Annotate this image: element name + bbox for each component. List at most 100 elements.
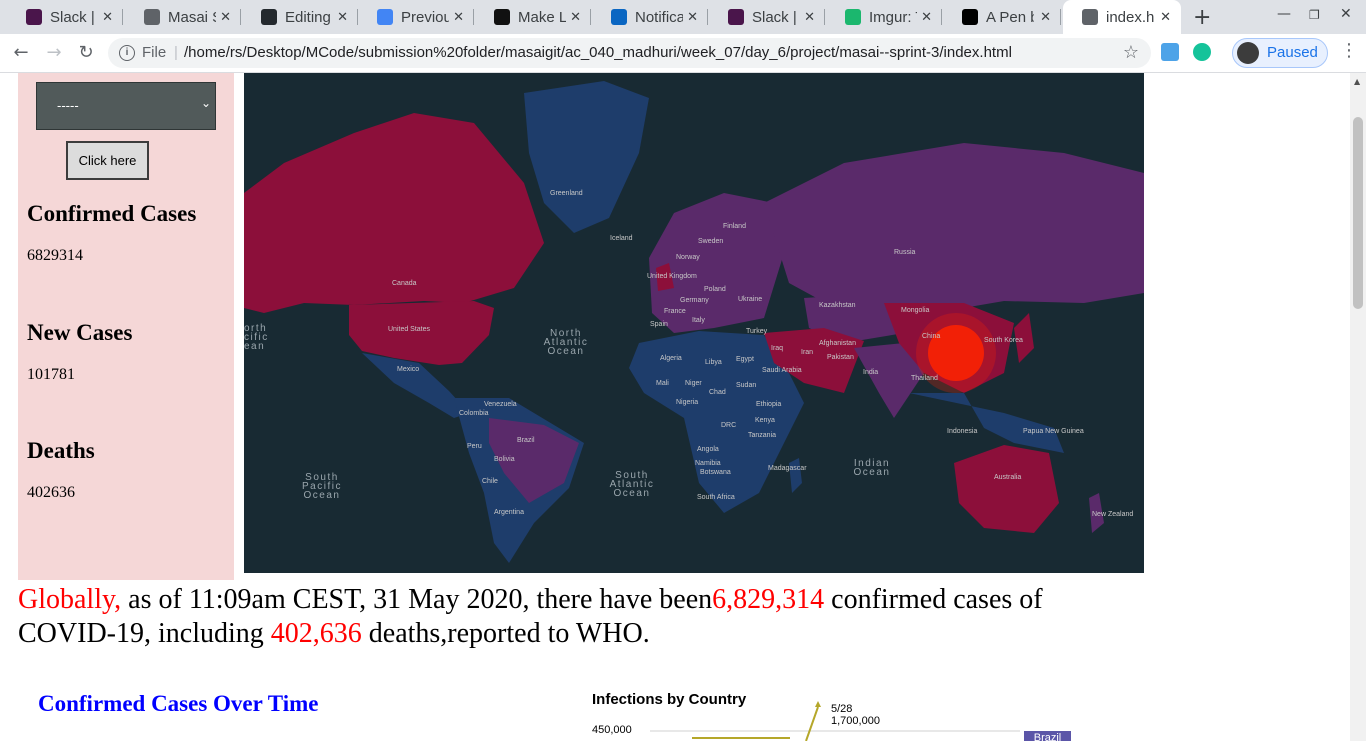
browser-tab[interactable]: Make Le ✕ bbox=[475, 0, 591, 34]
tab-title: Editing bbox=[285, 8, 331, 26]
global-summary: Globally, as of 11:09am CEST, 31 May 202… bbox=[18, 583, 1138, 651]
address-bar[interactable]: i File | /home/rs/Desktop/MCode/submissi… bbox=[108, 38, 1151, 68]
map-label-russia: Russia bbox=[894, 249, 916, 256]
country-select[interactable]: ----- ⌄ bbox=[36, 82, 216, 130]
infections-chart-title: Infections by Country bbox=[592, 691, 747, 708]
select-value: ----- bbox=[57, 98, 79, 113]
tab-title: Notifica bbox=[635, 8, 683, 26]
browser-tab[interactable]: Notifica ✕ bbox=[592, 0, 708, 34]
close-tab-icon[interactable]: ✕ bbox=[921, 9, 932, 24]
map-label-indonesia: Indonesia bbox=[947, 428, 977, 435]
map-label-india: India bbox=[863, 369, 878, 376]
tab-separator bbox=[824, 9, 825, 25]
map-label-iceland: Iceland bbox=[610, 235, 633, 242]
map-label-italy: Italy bbox=[692, 317, 705, 324]
europe-shape bbox=[649, 193, 784, 333]
tab-title: Slack | T bbox=[752, 8, 800, 26]
back-icon[interactable]: ← bbox=[13, 42, 29, 63]
bookmark-star-icon[interactable]: ☆ bbox=[1122, 42, 1139, 63]
scrollbar-thumb[interactable] bbox=[1353, 117, 1363, 309]
profile-button[interactable]: Paused bbox=[1232, 38, 1328, 68]
usa-shape bbox=[349, 301, 494, 365]
close-tab-icon[interactable]: ✕ bbox=[687, 9, 698, 24]
ocean-label-s-pacific: Pacific bbox=[302, 481, 342, 492]
ocean-label-s-atlantic: Ocean bbox=[614, 488, 651, 499]
click-here-button[interactable]: Click here bbox=[66, 141, 149, 180]
map-label-algeria: Algeria bbox=[660, 355, 682, 362]
map-label-norway: Norway bbox=[676, 254, 700, 261]
scroll-up-icon[interactable]: ▲ bbox=[1354, 77, 1361, 86]
tab-separator bbox=[473, 9, 474, 25]
address-divider: | bbox=[174, 44, 178, 61]
info-icon[interactable]: i bbox=[119, 45, 135, 61]
map-label-ukraine: Ukraine bbox=[738, 296, 762, 303]
map-label-spain: Spain bbox=[650, 321, 668, 328]
map-label-botswana: Botswana bbox=[700, 469, 731, 476]
ocean-label-s-atlantic: South bbox=[615, 470, 649, 481]
browser-tab[interactable]: Slack | T ✕ bbox=[709, 0, 825, 34]
tab-separator bbox=[240, 9, 241, 25]
russia-shape bbox=[764, 143, 1144, 313]
map-label-kenya: Kenya bbox=[755, 417, 775, 424]
infections-annotation: 5/28 1,700,000 bbox=[831, 703, 880, 727]
africa-shape bbox=[629, 331, 804, 513]
grammarly-icon[interactable] bbox=[1193, 43, 1211, 61]
map-label-argentina: Argentina bbox=[494, 509, 524, 516]
url-text[interactable]: /home/rs/Desktop/MCode/submission%20fold… bbox=[184, 44, 1012, 61]
ocean-label-s-pacific: South bbox=[305, 472, 339, 483]
close-tab-icon[interactable]: ✕ bbox=[1160, 9, 1171, 24]
tab-strip: Slack | A✕Masai Sc✕Editing✕Previou✕Make … bbox=[0, 0, 1366, 34]
close-window-icon[interactable]: ✕ bbox=[1340, 6, 1352, 22]
map-label-namibia: Namibia bbox=[695, 460, 721, 467]
hotspot-ring bbox=[916, 313, 996, 393]
browser-tab[interactable]: Previou ✕ bbox=[358, 0, 474, 34]
map-label-uk: United Kingdom bbox=[647, 273, 697, 280]
map-label-libya: Libya bbox=[705, 359, 722, 366]
close-tab-icon[interactable]: ✕ bbox=[1040, 9, 1051, 24]
se-asia-shape bbox=[909, 393, 1064, 453]
nz-shape bbox=[1089, 493, 1104, 533]
browser-tab[interactable]: A Pen b ✕ bbox=[943, 0, 1061, 34]
browser-tab[interactable]: Masai Sc ✕ bbox=[125, 0, 241, 34]
close-tab-icon[interactable]: ✕ bbox=[102, 9, 113, 24]
infections-value: 1,700,000 bbox=[831, 715, 880, 727]
map-label-nigeria: Nigeria bbox=[676, 399, 698, 406]
scheme-label: File bbox=[142, 44, 167, 61]
japan-shape bbox=[1014, 313, 1034, 363]
map-label-china: China bbox=[922, 333, 940, 340]
vertical-scrollbar[interactable]: ▲ bbox=[1350, 73, 1366, 741]
map-label-canada: Canada bbox=[392, 280, 417, 287]
map-label-germany: Germany bbox=[680, 297, 709, 304]
summary-deaths: 402,636 bbox=[270, 618, 362, 649]
browser-toolbar: ← → ↻ i File | /home/rs/Desktop/MCode/su… bbox=[0, 34, 1366, 73]
tab-separator bbox=[590, 9, 591, 25]
map-label-angola: Angola bbox=[697, 446, 719, 453]
menu-icon[interactable]: ⋮ bbox=[1340, 40, 1358, 61]
restore-icon[interactable]: ❐ bbox=[1309, 8, 1320, 22]
browser-tab[interactable]: Editing ✕ bbox=[242, 0, 358, 34]
close-tab-icon[interactable]: ✕ bbox=[804, 9, 815, 24]
new-tab-button[interactable]: + bbox=[1193, 5, 1212, 30]
australia-shape bbox=[954, 445, 1059, 533]
close-tab-icon[interactable]: ✕ bbox=[337, 9, 348, 24]
close-tab-icon[interactable]: ✕ bbox=[453, 9, 464, 24]
summary-lead: Globally, bbox=[18, 584, 122, 615]
browser-tab[interactable]: Slack | A ✕ bbox=[7, 0, 123, 34]
close-tab-icon[interactable]: ✕ bbox=[220, 9, 231, 24]
map-label-chad: Chad bbox=[709, 389, 726, 396]
browser-tab[interactable]: Imgur: T ✕ bbox=[826, 0, 942, 34]
browser-tab[interactable]: index.h ✕ bbox=[1063, 0, 1181, 34]
summary-confirmed: 6,829,314 bbox=[712, 584, 825, 615]
globe-icon bbox=[144, 9, 160, 25]
reload-icon[interactable]: ↻ bbox=[78, 42, 94, 63]
world-map[interactable]: Greenland Iceland Finland Sweden Norway Russi… bbox=[244, 73, 1144, 573]
map-label-greenland: Greenland bbox=[550, 190, 583, 197]
map-label-mexico: Mexico bbox=[397, 366, 419, 373]
minimize-icon[interactable]: — bbox=[1277, 6, 1291, 22]
chevron-down-icon: ⌄ bbox=[200, 96, 211, 110]
india-shape bbox=[854, 343, 924, 418]
extension-tab-icon[interactable] bbox=[1161, 43, 1179, 61]
forward-icon[interactable]: → bbox=[46, 42, 62, 63]
close-tab-icon[interactable]: ✕ bbox=[570, 9, 581, 24]
map-label-sweden: Sweden bbox=[698, 238, 723, 245]
